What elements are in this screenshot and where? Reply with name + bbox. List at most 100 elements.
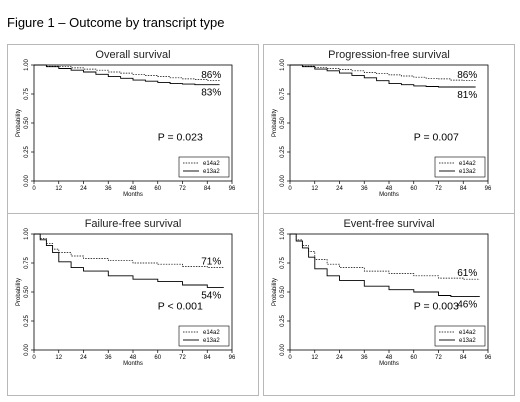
x-axis-label: Months [379,361,399,367]
chart-svg: Progression-free survival 0.00 0.25 0.50 0.7… [272,49,492,198]
y-tick-label: 1.00 [24,59,30,71]
x-tick-label: 84 [460,186,467,192]
series-percent-label: 54% [201,290,221,301]
x-tick-label: 96 [229,186,236,192]
y-tick-label: 0.50 [24,286,30,298]
series-percent-label: 81% [457,90,477,101]
x-tick-label: 60 [410,186,417,192]
x-tick-label: 12 [55,355,62,361]
x-tick-label: 24 [336,355,343,361]
chart-title: Overall survival [95,49,170,61]
y-tick-label: 0.50 [280,117,286,129]
y-tick-label: 0.75 [24,88,30,100]
legend-box [178,325,230,347]
x-tick-label: 36 [105,355,112,361]
series-line-e14a2 [290,64,476,82]
y-tick-label: 0.75 [24,257,30,269]
x-axis-label: Months [123,361,143,367]
x-tick-label: 48 [130,355,137,361]
y-tick-label: 1.00 [280,228,286,240]
x-tick-label: 72 [435,186,442,192]
y-tick-label: 0.25 [24,146,30,158]
series-percent-label: 71% [201,257,221,268]
x-tick-label: 24 [80,355,87,361]
x-tick-label: 84 [204,186,211,192]
series-percent-label: 83% [201,88,221,99]
series-percent-label: 86% [457,70,477,81]
series-line-e13a2 [34,233,224,288]
y-tick-label: 1.00 [280,59,286,71]
y-tick-label: 0.25 [280,315,286,327]
x-tick-label: 72 [179,186,186,192]
y-tick-label: 0.50 [24,117,30,129]
series-line-e14a2 [34,64,220,82]
legend-box [178,156,230,178]
x-tick-label: 24 [80,186,87,192]
y-tick-label: 0.00 [24,344,30,356]
legend-label: e13a2 [459,338,476,344]
x-tick-label: 36 [105,186,112,192]
y-tick-label: 0.00 [24,175,30,187]
x-tick-label: 24 [336,186,343,192]
x-tick-label: 60 [154,355,161,361]
series-line-e13a2 [290,64,476,88]
series-line-e13a2 [34,64,220,86]
x-tick-label: 96 [229,355,236,361]
legend-label: e14a2 [459,330,476,336]
y-tick-label: 0.00 [280,344,286,356]
p-value-label: P = 0.003 [414,300,459,312]
y-tick-label: 0.75 [280,88,286,100]
panel-overall-survival: Overall survival 0.00 0.25 0.50 0.75 1.00 Prob… [7,44,259,227]
x-tick-label: 12 [311,355,318,361]
series-percent-label: 86% [201,70,221,81]
p-value-label: P = 0.007 [414,131,459,143]
y-tick-label: 0.25 [24,315,30,327]
x-tick-label: 0 [32,355,36,361]
p-value-label: P = 0.023 [158,131,203,143]
panel-progression-free-survival: Progression-free survival 0.00 0.25 0.50 0.7… [263,44,515,227]
series-line-e14a2 [290,233,480,280]
x-tick-label: 60 [410,355,417,361]
legend-label: e14a2 [203,161,220,167]
legend-label: e13a2 [459,169,476,175]
x-tick-label: 48 [386,186,393,192]
chart-svg: Event-free survival 0.00 0.25 0.50 0.75 1.00 P… [272,218,492,367]
y-axis-label: Probability [16,109,22,137]
chart-svg: Overall survival 0.00 0.25 0.50 0.75 1.00 Prob… [16,49,236,198]
x-tick-label: 0 [288,186,292,192]
x-tick-label: 12 [55,186,62,192]
y-tick-label: 0.50 [280,286,286,298]
legend-label: e14a2 [459,161,476,167]
legend-box [434,156,486,178]
legend-label: e14a2 [203,330,220,336]
x-tick-label: 72 [179,355,186,361]
y-tick-label: 0.25 [280,146,286,158]
x-tick-label: 36 [361,355,368,361]
x-axis-label: Months [123,192,143,198]
x-axis-label: Months [379,192,399,198]
series-line-e13a2 [290,233,480,298]
panel-failure-free-survival: Failure-free survival 0.00 0.25 0.50 0.75 1.0… [7,213,259,396]
chart-title: Failure-free survival [85,218,182,230]
y-axis-label: Probability [272,109,278,137]
x-tick-label: 48 [130,186,137,192]
y-tick-label: 1.00 [24,228,30,240]
y-tick-label: 0.75 [280,257,286,269]
x-tick-label: 60 [154,186,161,192]
x-tick-label: 48 [386,355,393,361]
x-tick-label: 0 [32,186,36,192]
figure-title: Figure 1 – Outcome by transcript type [7,15,225,30]
chart-title: Event-free survival [343,218,434,230]
y-axis-label: Probability [16,278,22,306]
x-tick-label: 84 [204,355,211,361]
p-value-label: P < 0.001 [158,300,203,312]
series-percent-label: 46% [457,300,477,311]
legend-label: e13a2 [203,169,220,175]
y-tick-label: 0.00 [280,175,286,187]
legend-box [434,325,486,347]
x-tick-label: 72 [435,355,442,361]
panel-event-free-survival: Event-free survival 0.00 0.25 0.50 0.75 1.00 P… [263,213,515,396]
x-tick-label: 36 [361,186,368,192]
y-axis-label: Probability [272,278,278,306]
series-line-e14a2 [34,233,224,268]
